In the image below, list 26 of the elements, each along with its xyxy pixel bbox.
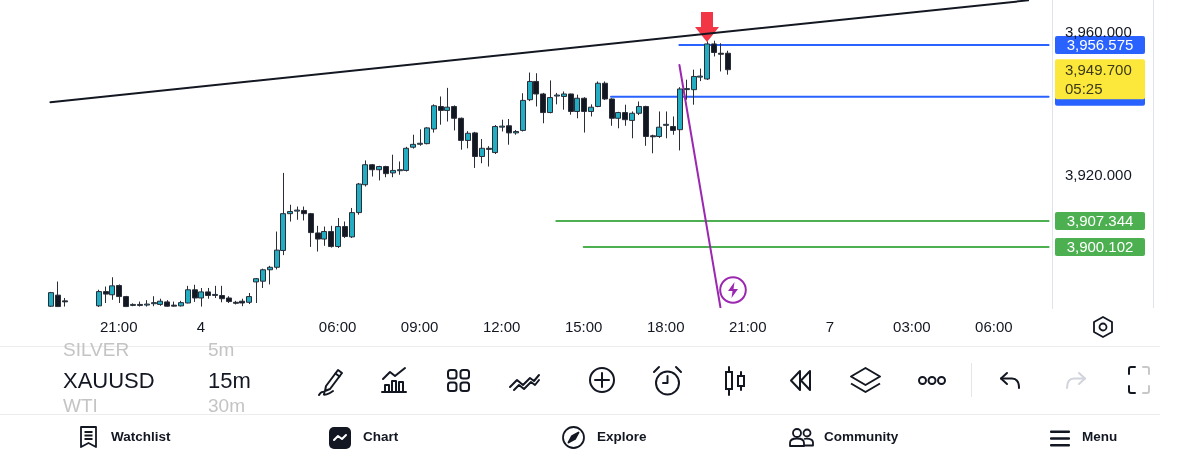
- x-tick-label: 09:00: [400, 318, 439, 336]
- x-tick-label: 7: [825, 318, 834, 336]
- x-tick-label: 4: [196, 318, 205, 336]
- text: 5m: [208, 339, 235, 360]
- text: XAUUSD: [63, 368, 155, 393]
- data-label: 3,900.102: [1066, 238, 1134, 256]
- text: 30m: [208, 395, 245, 416]
- text: SILVER: [63, 339, 130, 360]
- text: Community: [824, 429, 899, 444]
- x-tick-label: 18:00: [646, 318, 685, 336]
- x-tick-label: 06:00: [975, 318, 1013, 336]
- text: WTI: [63, 395, 98, 416]
- x-tick-label: 06:00: [318, 318, 357, 336]
- x-tick-label: 03:00: [893, 318, 931, 336]
- text: 3,949.700 05:25: [1065, 60, 1132, 97]
- y-tick-label: 3,920.000: [1065, 165, 1132, 183]
- text: 15m: [208, 368, 251, 393]
- text: Menu: [1082, 429, 1118, 444]
- x-tick-label: 21:00: [100, 318, 138, 336]
- x-tick-label: 15:00: [564, 318, 603, 336]
- text: Explore: [597, 429, 647, 444]
- data-label: 3,907.344: [1066, 212, 1134, 230]
- x-tick-label: 12:00: [482, 318, 521, 336]
- text: Watchlist: [111, 429, 171, 444]
- x-tick-label: 21:00: [728, 318, 767, 336]
- text: Chart: [363, 429, 399, 444]
